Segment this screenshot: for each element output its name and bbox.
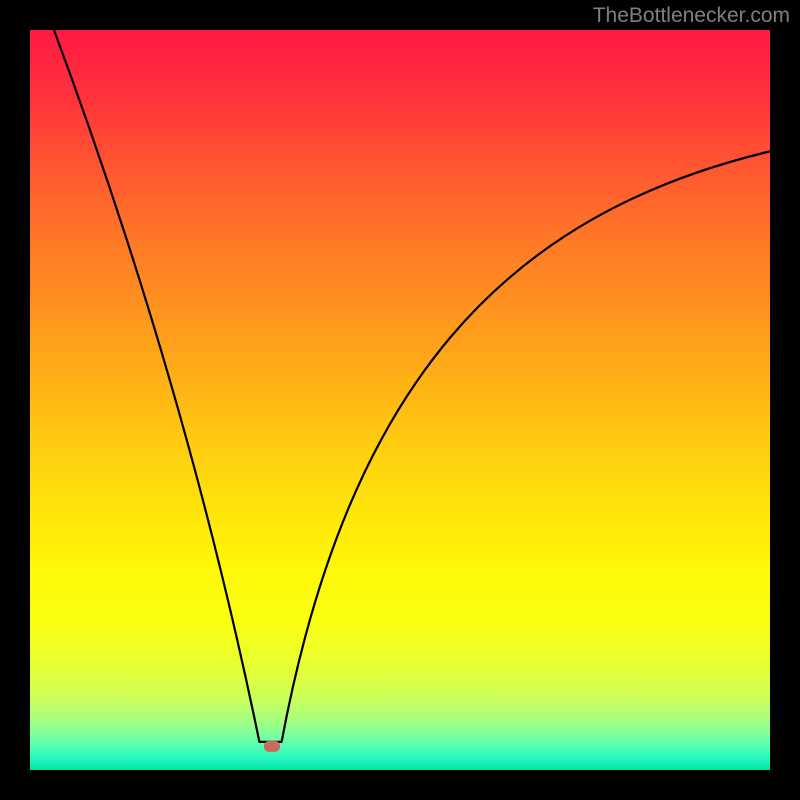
- bottleneck-curve: [30, 30, 770, 770]
- valley-marker-icon: [264, 741, 280, 752]
- chart-frame: TheBottlenecker.com: [0, 0, 800, 800]
- watermark-text: TheBottlenecker.com: [593, 4, 790, 28]
- plot-area: [30, 30, 770, 770]
